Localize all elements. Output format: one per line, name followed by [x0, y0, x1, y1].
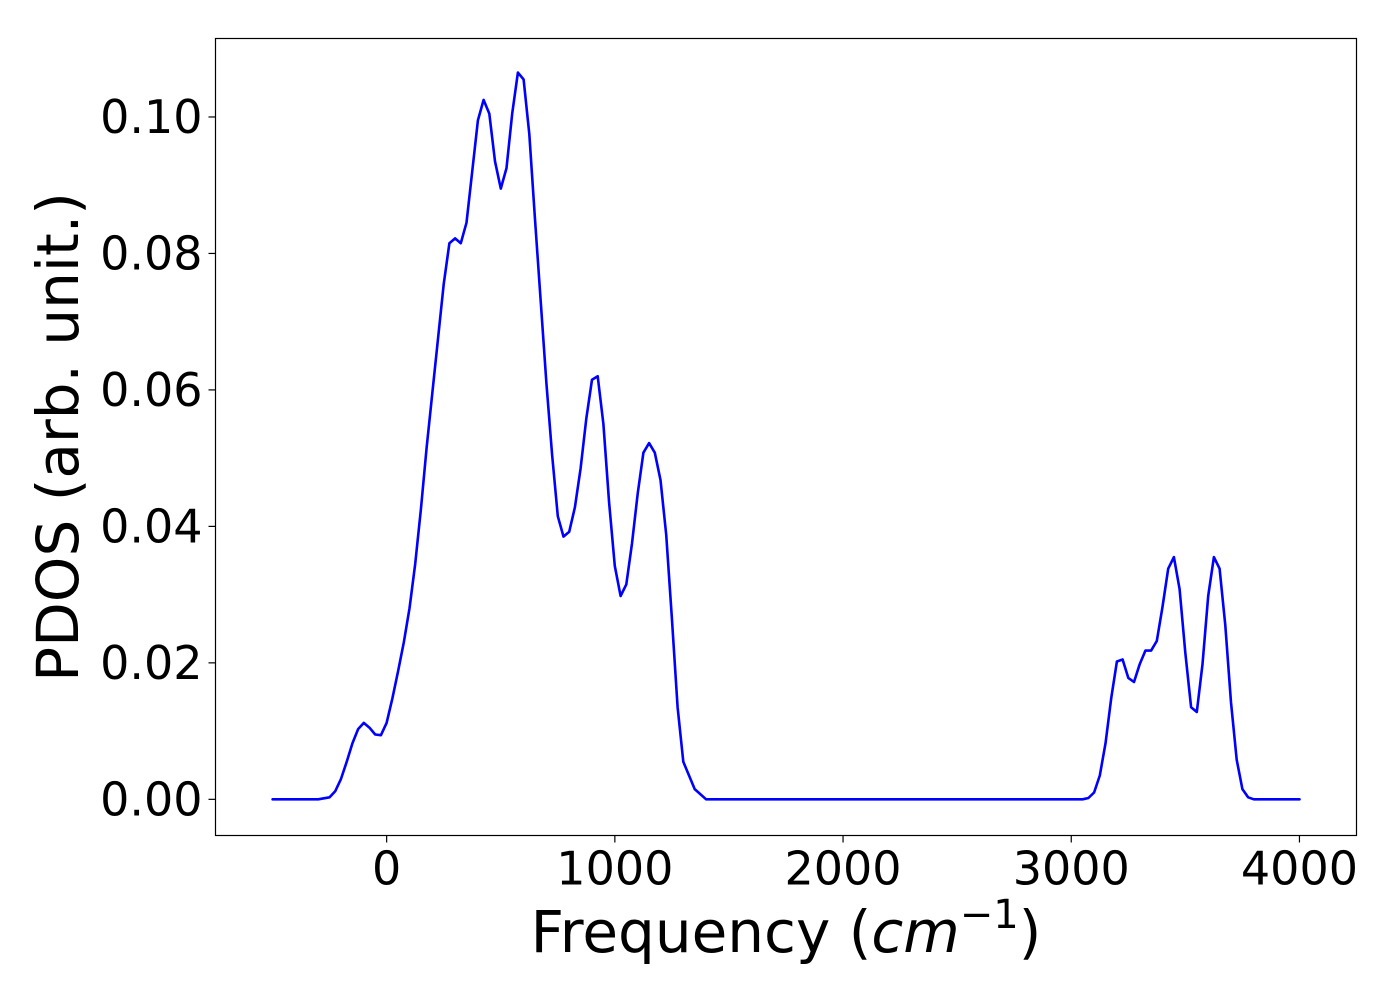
- y-axis-label: PDOS (arb. unit.): [24, 192, 92, 682]
- y-tick-label: 0.00: [100, 772, 202, 826]
- y-tick-label: 0.04: [100, 499, 202, 553]
- x-axis-label: Frequency (cm−1): [531, 892, 1042, 966]
- plot-frame: [214, 37, 1358, 837]
- x-axis-label-unit-base: cm: [871, 898, 959, 966]
- x-axis-ticks: 0 1000 2000 3000 4000: [372, 835, 1358, 896]
- x-tick-label: 1000: [556, 842, 673, 896]
- y-tick-label: 0.02: [100, 636, 202, 690]
- y-tick-label: 0.06: [100, 363, 202, 417]
- series-layer: [271, 71, 1301, 801]
- x-axis-label-text: Frequency: [531, 898, 831, 966]
- pdos-series-line: [271, 71, 1301, 801]
- y-tick-label: 0.08: [100, 226, 202, 280]
- x-axis-label-unit-exp: −1: [960, 892, 1019, 938]
- x-tick-label: 3000: [1013, 842, 1130, 896]
- x-axis-label-unit-close: ): [1019, 898, 1042, 966]
- y-axis-ticks: 0.00 0.02 0.04 0.06 0.08 0.10: [100, 90, 216, 826]
- x-tick-label: 4000: [1241, 842, 1358, 896]
- x-tick-label: 2000: [785, 842, 902, 896]
- x-tick-label: 0: [372, 842, 401, 896]
- y-tick-label: 0.10: [100, 90, 202, 144]
- x-axis-label-unit-open: (: [830, 898, 871, 966]
